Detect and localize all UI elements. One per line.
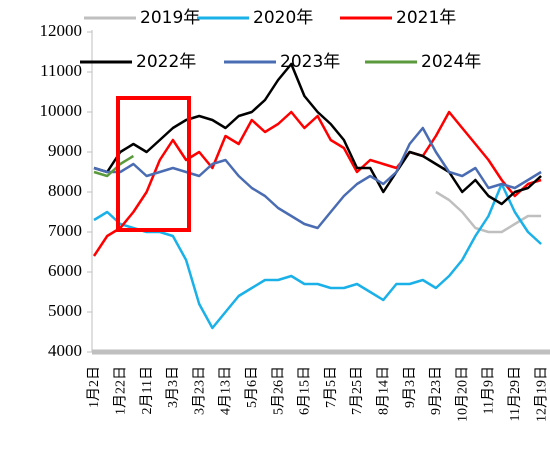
series-line [93, 62, 542, 206]
x-tick-label: 10月20日 [454, 366, 470, 422]
series-line [92, 110, 542, 257]
series-line [93, 154, 135, 178]
legend-label: 2022年 [136, 52, 196, 72]
x-tick-label: 1月22日 [113, 366, 129, 415]
x-tick-label: 11月29日 [507, 366, 523, 421]
y-tick-label: 6000 [48, 261, 82, 280]
y-tick-label: 9000 [48, 141, 82, 160]
x-tick-label: 2月11日 [139, 366, 155, 414]
legend-label: 2023年 [280, 52, 340, 72]
x-tick-label: 3月23日 [191, 366, 207, 415]
legend-label: 2019年 [140, 8, 200, 28]
y-tick-label: 10000 [40, 101, 83, 120]
x-tick-label: 1月2日 [86, 366, 102, 408]
plot-area [92, 62, 542, 330]
x-tick-label: 7月25日 [349, 366, 365, 415]
y-tick-label: 8000 [48, 181, 82, 200]
legend-label: 2024年 [421, 52, 481, 72]
x-tick-label: 11月9日 [481, 366, 497, 414]
x-tick-label: 6月15日 [297, 366, 313, 415]
x-tick-label: 4月13日 [218, 366, 234, 415]
legend-label: 2020年 [253, 8, 313, 28]
series-line [435, 190, 542, 234]
series-line [93, 126, 542, 230]
x-tick-label: 3月3日 [165, 366, 181, 408]
legend: 2019年 2020年 2021年 2022年 2023年 2024年 [80, 8, 481, 72]
x-tick-label: 12月19日 [533, 366, 549, 422]
x-tick-label: 8月14日 [376, 366, 392, 415]
x-tick-label: 7月5日 [323, 366, 339, 408]
legend-label: 2021年 [396, 8, 456, 28]
x-tick-label: 9月3日 [402, 366, 418, 408]
y-tick-label: 7000 [48, 221, 82, 240]
x-tick-label: 9月23日 [428, 366, 444, 415]
y-tick-label: 11000 [40, 61, 82, 80]
y-tick-label: 4000 [48, 341, 82, 360]
x-tick-label: 5月26日 [270, 366, 286, 415]
highlight-box [116, 96, 191, 232]
y-tick-label: 5000 [48, 301, 82, 320]
series-line [93, 182, 542, 330]
x-tick-label: 5月6日 [244, 366, 260, 408]
y-tick-label: 12000 [40, 21, 83, 40]
